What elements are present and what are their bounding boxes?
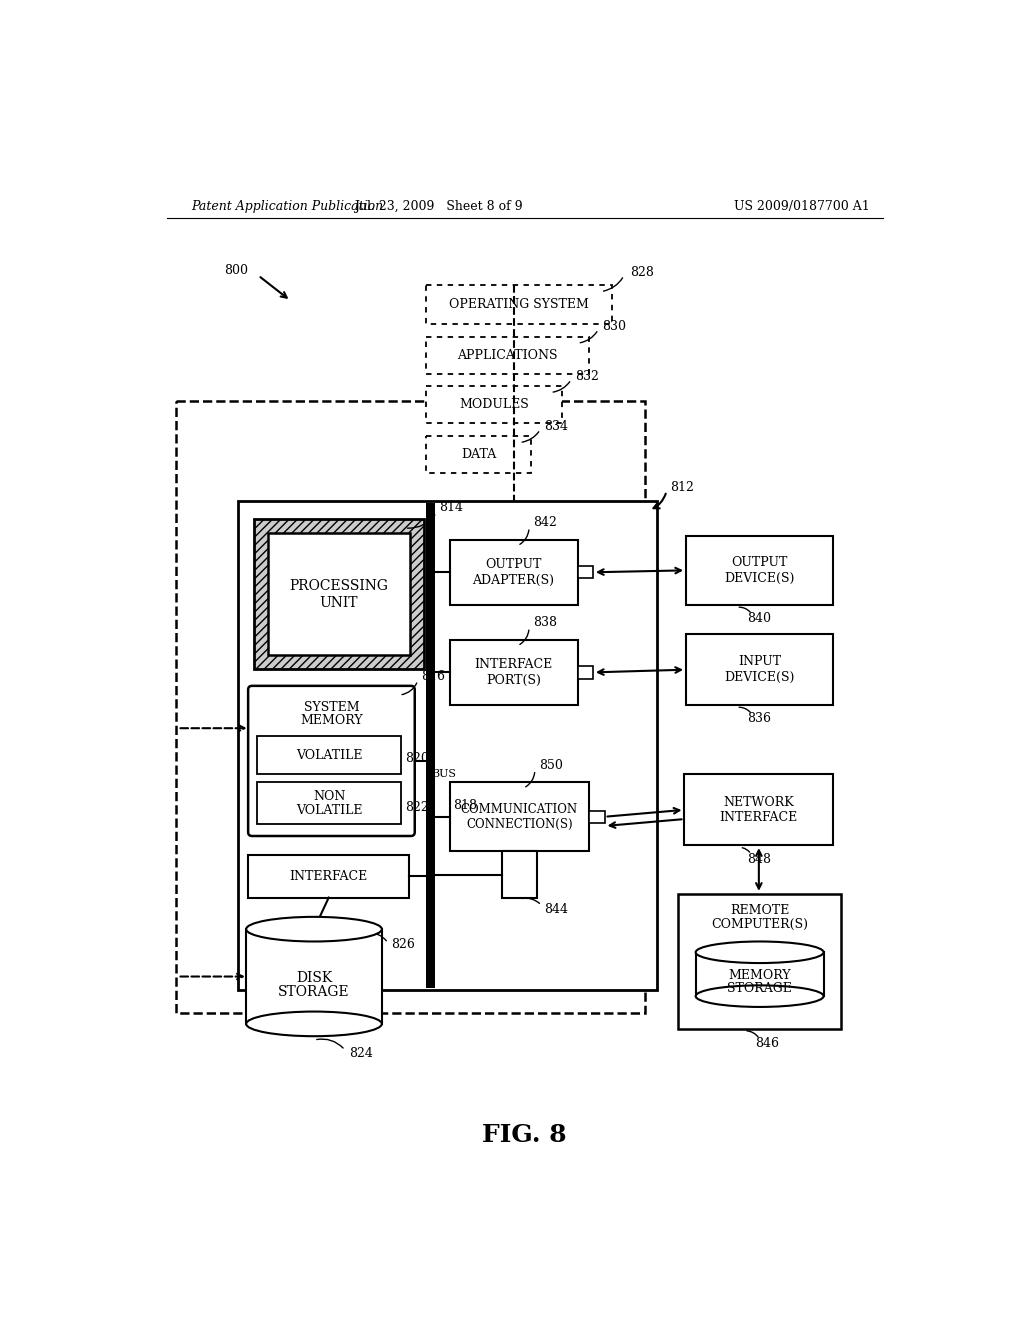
Text: NETWORK: NETWORK (724, 796, 795, 809)
Text: 830: 830 (602, 319, 627, 333)
Bar (450, 640, 578, 705)
Bar (257, 737, 400, 775)
Bar (589, 810, 604, 822)
Text: PORT(S): PORT(S) (486, 673, 541, 686)
Text: 844: 844 (545, 903, 568, 916)
Bar (238, 502, 656, 990)
Bar (176, 401, 645, 1014)
Text: OPERATING SYSTEM: OPERATING SYSTEM (450, 298, 590, 312)
Text: 828: 828 (630, 265, 654, 279)
Bar (686, 635, 834, 705)
Text: OUTPUT: OUTPUT (731, 556, 787, 569)
Text: VOLATILE: VOLATILE (296, 748, 362, 762)
Text: COMMUNICATION: COMMUNICATION (461, 803, 578, 816)
Text: 818: 818 (454, 799, 477, 812)
Text: UNIT: UNIT (319, 597, 358, 610)
Text: STORAGE: STORAGE (279, 985, 350, 999)
Bar (426, 503, 435, 989)
Text: STORAGE: STORAGE (727, 982, 792, 994)
Text: INTERFACE: INTERFACE (720, 810, 798, 824)
Text: 824: 824 (349, 1047, 373, 1060)
Text: 834: 834 (544, 420, 568, 433)
Text: 800: 800 (224, 264, 248, 277)
Text: 814: 814 (439, 502, 464, 515)
Bar (578, 566, 593, 578)
Ellipse shape (246, 917, 382, 941)
Text: PROCESSING: PROCESSING (290, 579, 388, 593)
Bar (254, 519, 424, 669)
Text: 816: 816 (421, 671, 445, 684)
Text: COMPUTER(S): COMPUTER(S) (711, 917, 808, 931)
Text: DATA: DATA (461, 449, 497, 462)
Ellipse shape (246, 1011, 382, 1036)
Text: VOLATILE: VOLATILE (296, 804, 362, 817)
Text: MEMORY: MEMORY (300, 714, 362, 727)
Text: ADAPTER(S): ADAPTER(S) (472, 573, 555, 586)
Bar (686, 536, 834, 605)
Text: 840: 840 (748, 612, 772, 626)
Text: 846: 846 (756, 1038, 779, 1051)
Text: US 2009/0187700 A1: US 2009/0187700 A1 (734, 199, 870, 213)
Text: 822: 822 (404, 801, 428, 813)
Bar (684, 775, 834, 845)
Bar (695, 952, 823, 997)
Text: 826: 826 (391, 939, 415, 952)
Text: Patent Application Publication: Patent Application Publication (191, 199, 384, 213)
Bar (257, 781, 400, 825)
Bar (426, 337, 589, 374)
Text: FIG. 8: FIG. 8 (482, 1123, 567, 1147)
Bar (578, 667, 593, 678)
Bar (450, 781, 589, 851)
Text: 820: 820 (404, 752, 429, 766)
Bar (267, 533, 410, 655)
Text: DISK: DISK (296, 972, 332, 985)
Bar (426, 437, 531, 474)
Text: DEVICE(S): DEVICE(S) (724, 572, 795, 585)
FancyBboxPatch shape (248, 686, 415, 836)
Bar (450, 540, 578, 605)
Bar (426, 387, 562, 424)
Text: DEVICE(S): DEVICE(S) (724, 671, 795, 684)
Ellipse shape (695, 985, 823, 1007)
Text: 838: 838 (532, 616, 557, 630)
Ellipse shape (695, 941, 823, 964)
Text: BUS: BUS (432, 770, 457, 779)
Text: SYSTEM: SYSTEM (304, 701, 359, 714)
Text: Jul. 23, 2009   Sheet 8 of 9: Jul. 23, 2009 Sheet 8 of 9 (353, 199, 522, 213)
Text: INTERFACE: INTERFACE (474, 659, 553, 671)
Text: MODULES: MODULES (460, 399, 529, 412)
Text: 812: 812 (671, 482, 694, 495)
Text: 848: 848 (746, 853, 771, 866)
Bar (246, 929, 382, 1024)
Text: 832: 832 (575, 370, 599, 383)
Text: NON: NON (313, 789, 345, 803)
Bar (678, 894, 841, 1028)
Text: REMOTE: REMOTE (730, 904, 790, 917)
Text: 842: 842 (532, 516, 557, 529)
Bar (502, 851, 537, 898)
Bar (426, 285, 612, 323)
Bar (248, 855, 410, 898)
Text: 850: 850 (539, 759, 562, 772)
Text: OUTPUT: OUTPUT (485, 558, 542, 572)
Text: MEMORY: MEMORY (728, 969, 791, 982)
Text: APPLICATIONS: APPLICATIONS (458, 348, 558, 362)
Text: CONNECTION(S): CONNECTION(S) (466, 818, 572, 832)
Text: INPUT: INPUT (738, 656, 781, 668)
Text: INTERFACE: INTERFACE (290, 870, 368, 883)
Text: 836: 836 (748, 713, 772, 726)
